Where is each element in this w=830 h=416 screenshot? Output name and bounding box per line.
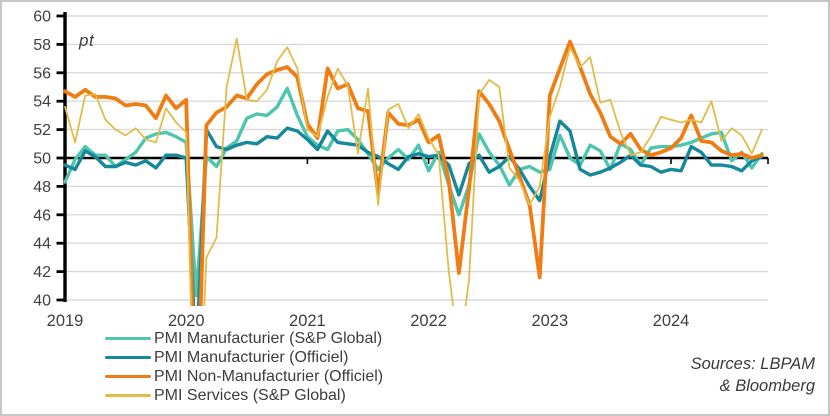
y-tick-label: 50 [33, 151, 51, 168]
y-tick-label: 52 [33, 122, 51, 139]
y-tick-label: 58 [33, 37, 51, 54]
y-tick-label: 40 [33, 293, 51, 310]
baseline-50 [64, 156, 769, 164]
y-tick-label: 42 [33, 264, 51, 281]
x-tick-label: 2021 [289, 312, 326, 330]
legend-line-swatch [105, 355, 151, 360]
chart-legend: PMI Manufacturier (S&P Global) PMI Manufa… [105, 329, 383, 405]
y-tick-label: 56 [33, 65, 51, 82]
legend-line-swatch [105, 336, 151, 341]
legend-label: PMI Manufacturier (S&P Global) [154, 329, 383, 347]
x-tick-label: 2022 [410, 312, 447, 330]
y-tick-label: 46 [33, 207, 51, 224]
x-tick-label: 2020 [168, 312, 205, 330]
x-axis-labels: 2019 2020 2021 2022 2023 2024 [47, 312, 690, 330]
sources-line-1: Sources: LBPAM [690, 355, 815, 373]
series-line [63, 39, 764, 306]
legend-label: PMI Services (S&P Global) [154, 386, 346, 404]
y-axis: 40 42 44 46 48 50 52 54 56 58 60 [33, 9, 67, 310]
y-tick-label: 44 [33, 236, 51, 253]
legend-label: PMI Non-Manufacturier (Officiel) [154, 367, 384, 385]
legend-item: PMI Manufacturier (Officiel) [105, 348, 383, 367]
legend-item: PMI Non-Manufacturier (Officiel) [105, 367, 383, 386]
legend-line-swatch [105, 394, 151, 397]
x-tick-label: 2019 [47, 312, 84, 330]
x-tick-label: 2024 [653, 312, 690, 330]
y-tick-label: 54 [33, 94, 51, 111]
x-tick-label: 2023 [531, 312, 568, 330]
series-lines [63, 37, 764, 306]
series-line [64, 37, 763, 306]
y-tick-label: 60 [33, 9, 51, 26]
legend-item: PMI Services (S&P Global) [105, 386, 383, 405]
sources-note: Sources: LBPAM & Bloomberg [691, 354, 815, 398]
sources-line-2: & Bloomberg [719, 376, 815, 395]
legend-line-swatch [105, 374, 151, 379]
series-line [63, 119, 764, 306]
series-line [63, 86, 764, 298]
legend-label: PMI Manufacturier (Officiel) [154, 348, 349, 366]
legend-item: PMI Manufacturier (S&P Global) [105, 329, 383, 348]
y-axis-unit-label: pt [79, 31, 95, 50]
y-tick-label: 48 [33, 179, 51, 196]
